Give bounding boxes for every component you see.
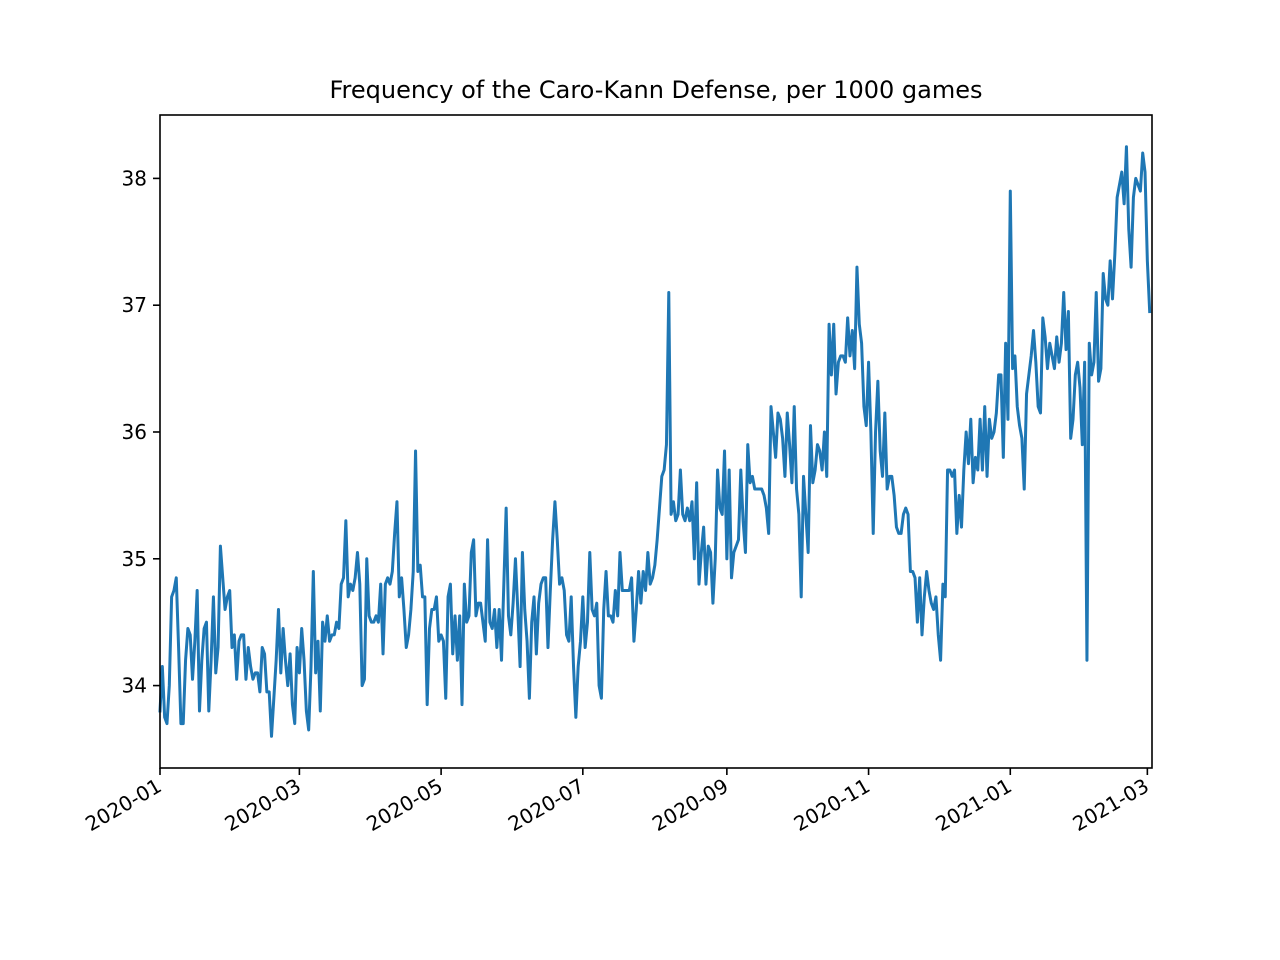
y-tick-label: 34 (122, 674, 147, 698)
y-tick-label: 36 (122, 420, 147, 444)
y-axis: 34 35 36 37 38 (122, 166, 160, 698)
y-tick-label: 37 (122, 293, 147, 317)
y-tick-label: 35 (122, 547, 147, 571)
chart-title: Frequency of the Caro-Kann Defense, per … (329, 76, 982, 104)
series-line-0 (158, 145, 1152, 738)
series-layer (158, 145, 1152, 738)
y-tick-label: 38 (122, 166, 147, 190)
plot-area-frame (159, 114, 1153, 769)
